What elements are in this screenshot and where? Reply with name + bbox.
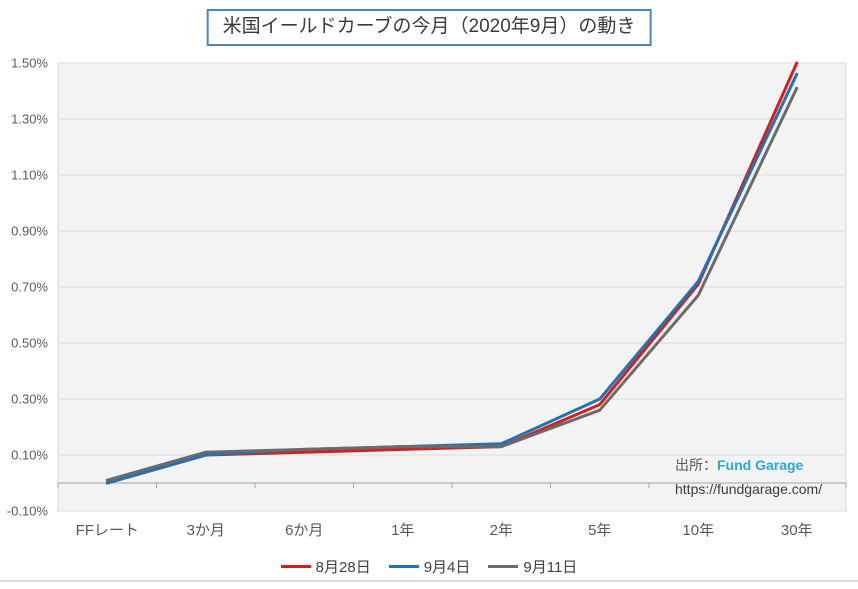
legend-label-0: 8月28日 <box>315 559 371 576</box>
y-axis-tick-label: 1.30% <box>11 112 48 127</box>
x-axis-category-label: 6か月 <box>285 522 323 539</box>
legend-item-1: 9月4日 <box>388 556 471 577</box>
chart-legend: 8月28日 9月4日 9月11日 <box>0 556 858 577</box>
legend-item-2: 9月11日 <box>488 556 577 577</box>
x-axis-category-label: 30年 <box>781 522 813 539</box>
series-line-2 <box>105 86 799 482</box>
legend-swatch-2 <box>488 565 519 568</box>
legend-label-2: 9月11日 <box>523 559 578 576</box>
y-axis-tick-label: 0.10% <box>11 448 48 463</box>
x-axis-category-label: 10年 <box>682 522 714 539</box>
chart-title-box: 米国イールドカーブの今月（2020年9月）の動き <box>206 9 652 46</box>
y-axis-tick-label: 0.50% <box>11 336 48 351</box>
legend-swatch-0 <box>280 565 311 568</box>
x-axis-category-label: 1年 <box>391 522 414 539</box>
bottom-divider <box>0 580 858 582</box>
y-axis-tick-label: 0.30% <box>11 392 48 407</box>
source-brand: Fund Garage <box>717 457 804 473</box>
source-line: 出所：Fund Garage <box>675 455 822 475</box>
y-axis-tick-label: 0.70% <box>11 280 48 295</box>
y-axis-tick-label: 1.50% <box>11 56 48 71</box>
legend-item-0: 8月28日 <box>280 556 371 577</box>
legend-swatch-1 <box>388 565 419 568</box>
source-url: https://fundgarage.com/ <box>675 481 823 497</box>
chart-title: 米国イールドカーブの今月（2020年9月）の動き <box>222 16 636 37</box>
x-axis-category-label: 5年 <box>588 522 611 539</box>
x-axis-category-label: 2年 <box>490 522 513 539</box>
x-axis-category-label: 3か月 <box>187 522 225 539</box>
source-label: 出所： <box>675 457 717 473</box>
y-axis-tick-label: -0.10% <box>7 504 49 519</box>
source-attribution: 出所：Fund Garage https://fundgarage.com/ <box>675 455 822 499</box>
y-axis-tick-label: 0.90% <box>11 224 48 239</box>
x-axis-category-label: FFレート <box>76 522 139 539</box>
y-axis-tick-label: 1.10% <box>11 168 48 183</box>
legend-label-1: 9月4日 <box>423 559 471 576</box>
